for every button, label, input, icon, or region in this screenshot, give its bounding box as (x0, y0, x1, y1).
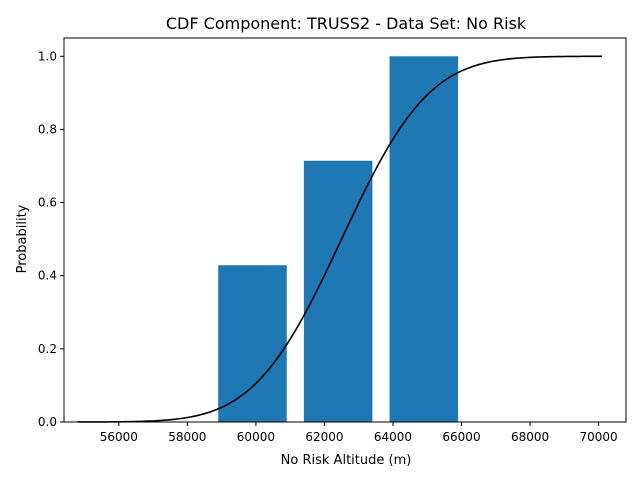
x-tick-label-60000: 60000 (237, 430, 275, 444)
plot-area: 56000 58000 60000 62000 64000 66000 68000 70000… (38, 37, 627, 444)
y-axis-label: Probability (15, 204, 30, 273)
y-tick-label-0.6: 0.6 (38, 196, 57, 210)
axes-frame (63, 37, 627, 423)
x-axis-label: No Risk Altitude (m) (281, 453, 412, 468)
bar-1 (218, 265, 287, 422)
chart-title: CDF Component: TRUSS2 - Data Set: No Ris… (166, 14, 527, 33)
x-tick-label-62000: 62000 (305, 430, 343, 444)
cdf-curve (77, 55, 603, 423)
x-tick-label-66000: 66000 (442, 430, 480, 444)
y-tick-label-0.0: 0.0 (38, 415, 57, 429)
x-tick-label-58000: 58000 (168, 430, 206, 444)
y-tick-label-0.4: 0.4 (38, 269, 57, 283)
y-tick-label-0.2: 0.2 (38, 342, 57, 356)
bar-3 (389, 56, 459, 422)
x-tick-label-64000: 64000 (374, 430, 412, 444)
x-tick-label-56000: 56000 (100, 430, 138, 444)
x-tick-label-68000: 68000 (511, 430, 549, 444)
y-tick-label-0.8: 0.8 (38, 122, 57, 136)
x-tick-label-70000: 70000 (579, 430, 617, 444)
y-tick-label-1.0: 1.0 (38, 49, 57, 63)
bar-2 (303, 160, 373, 422)
